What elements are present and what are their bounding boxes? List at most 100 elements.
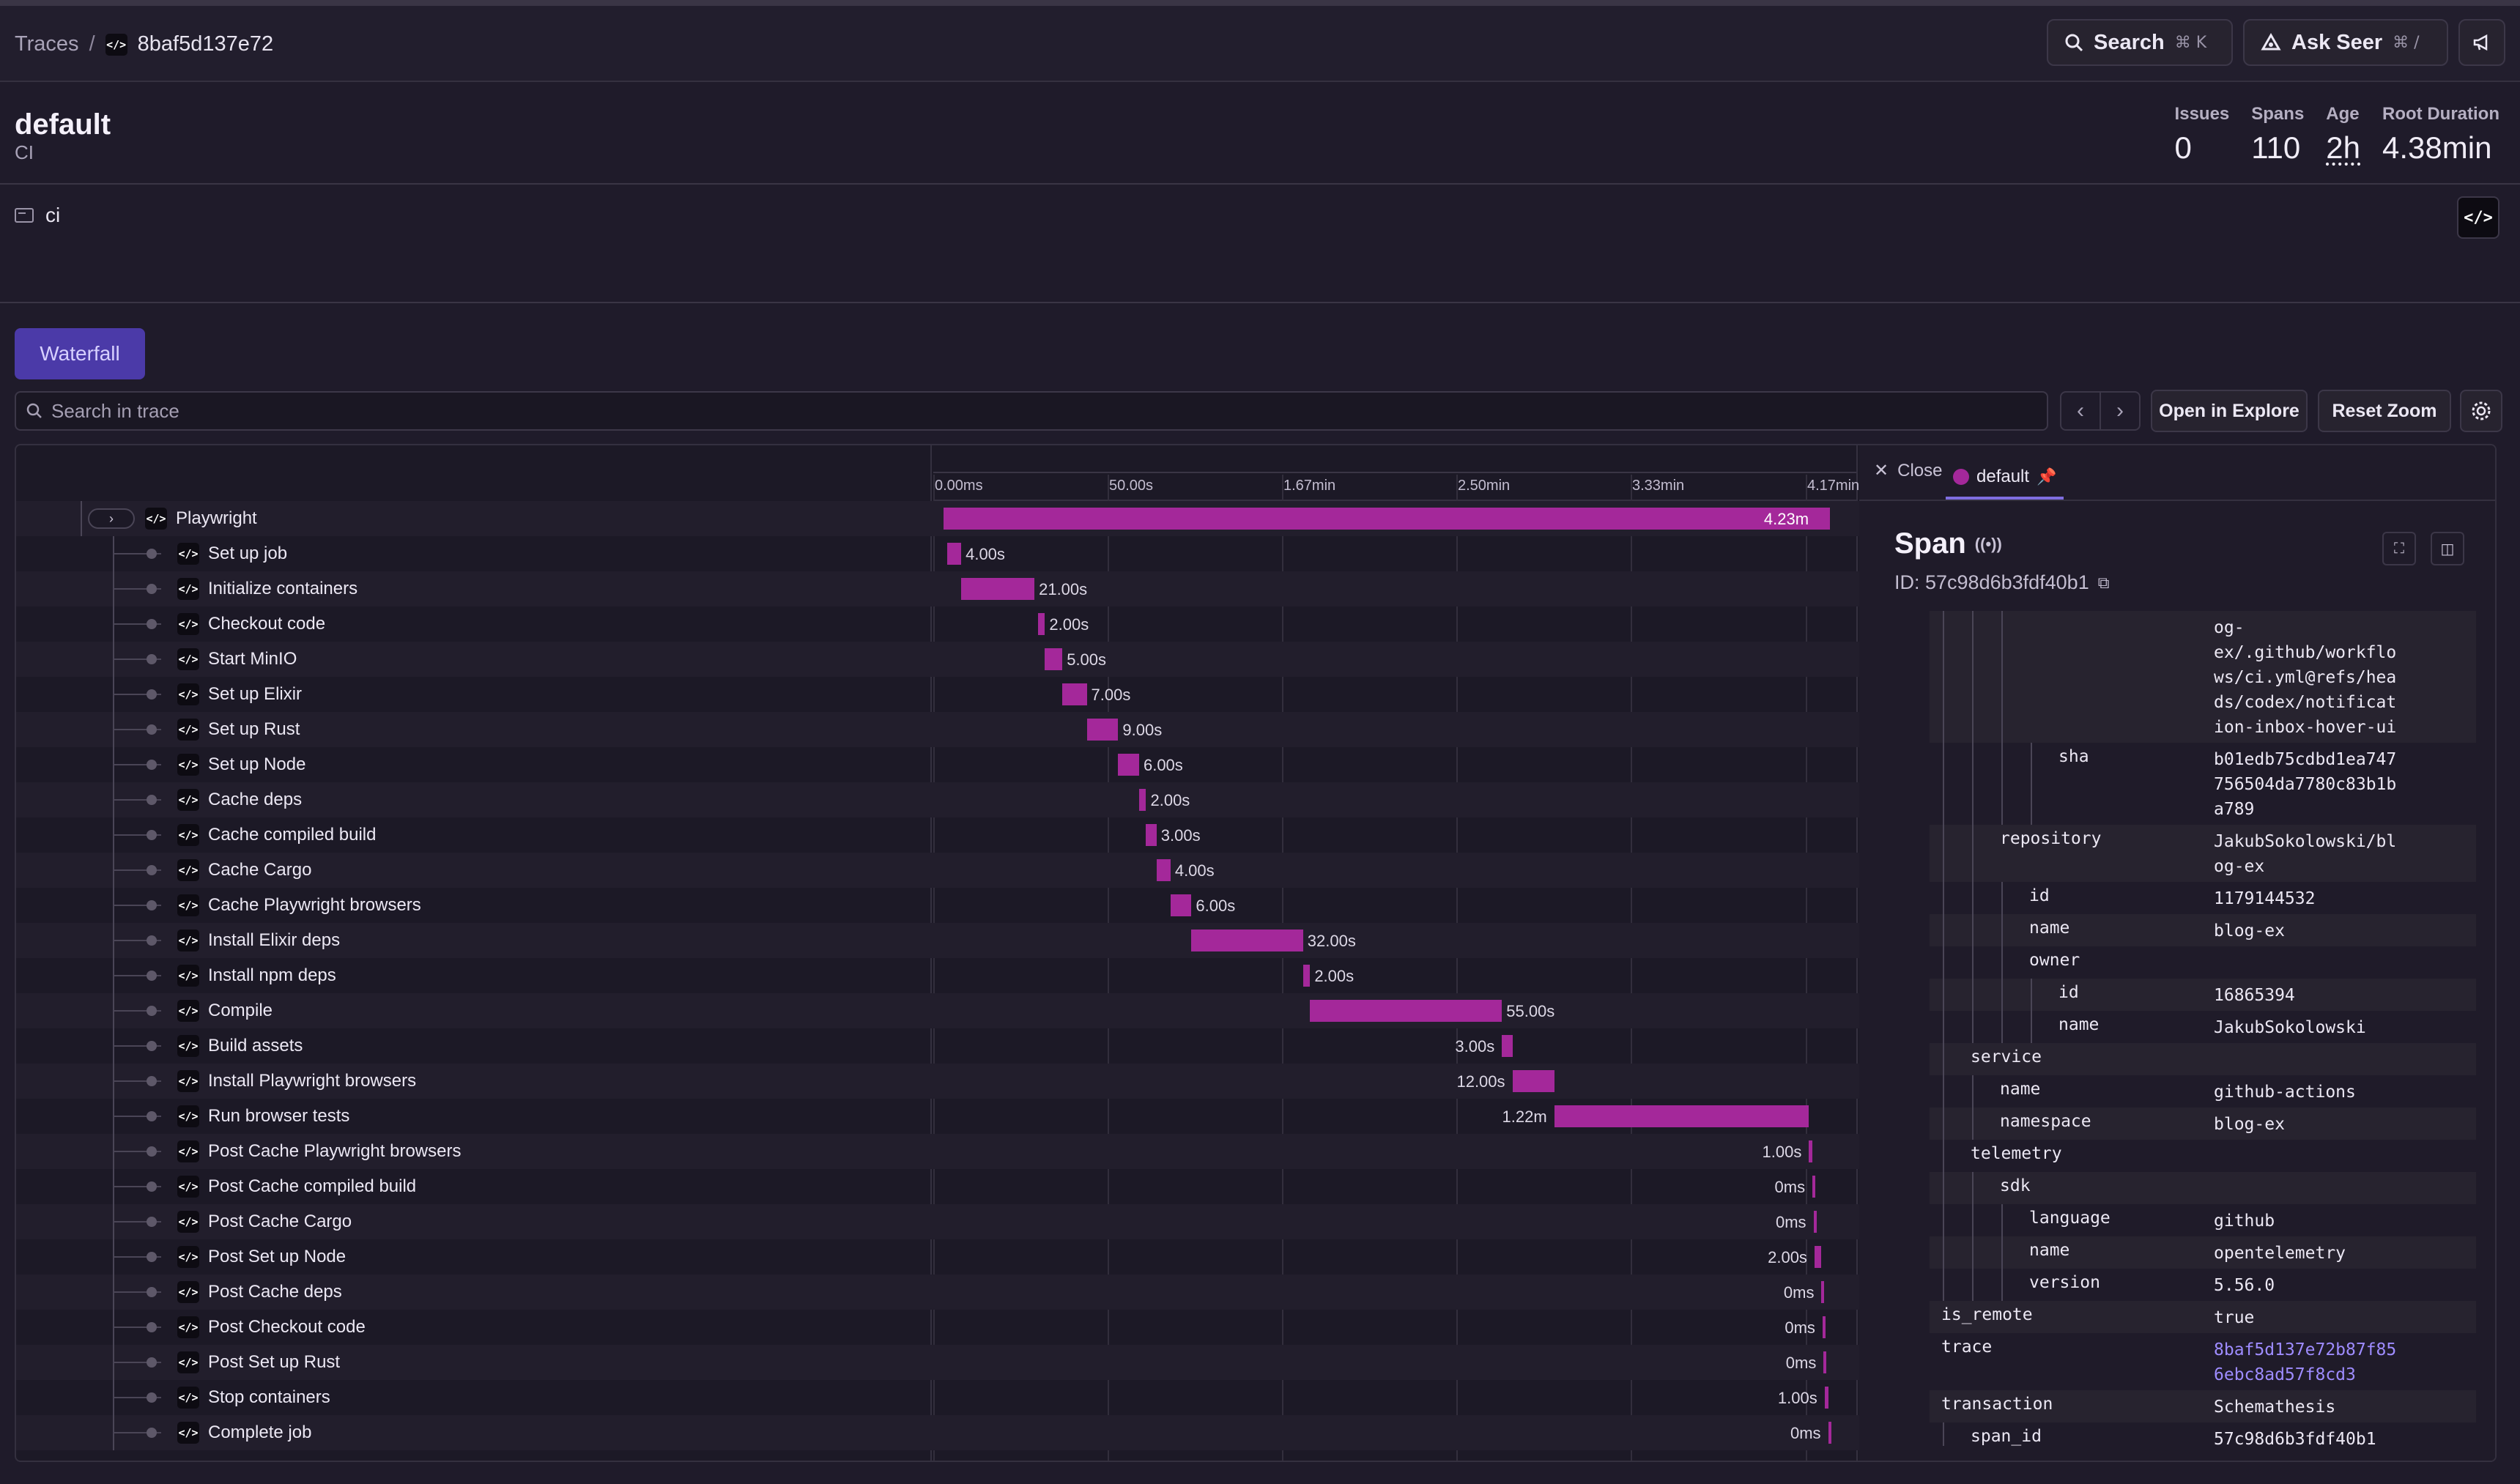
span-row[interactable]: </> Install npm deps 2.00s	[16, 958, 2495, 993]
view-code-button[interactable]: </>	[2457, 196, 2499, 239]
attribute-row: name blog-ex	[1930, 914, 2476, 946]
span-bar[interactable]	[1809, 1140, 1813, 1162]
span-bar[interactable]	[1822, 1316, 1826, 1338]
attribute-row: id 16865394	[1930, 979, 2476, 1011]
span-bar[interactable]	[1037, 613, 1045, 635]
search-in-trace-input[interactable]	[51, 399, 1956, 423]
span-bar[interactable]	[1502, 1035, 1513, 1057]
span-row[interactable]: </> Run browser tests 1.22m	[16, 1099, 2495, 1134]
attribute-tree-line	[1972, 914, 1974, 946]
search-button[interactable]: Search ⌘ K	[2047, 19, 2233, 66]
tick-label: 50.00s	[1109, 478, 1154, 494]
attribute-tree-line	[2031, 1011, 2032, 1043]
span-bar[interactable]	[1118, 754, 1139, 776]
span-bar[interactable]	[1156, 859, 1171, 881]
chevron-left-icon[interactable]: ‹	[2061, 393, 2101, 429]
span-bar[interactable]	[1828, 1422, 1831, 1444]
expand-toggle[interactable]: ›	[88, 508, 135, 529]
search-icon	[26, 403, 42, 418]
span-bar[interactable]	[944, 508, 1830, 530]
span-duration-label: 32.00s	[1307, 932, 1356, 950]
tab-waterfall[interactable]: Waterfall	[15, 328, 145, 379]
attribute-key: owner	[2029, 951, 2080, 970]
span-row[interactable]: </> Cache Playwright browsers 6.00s	[16, 888, 2495, 923]
ask-seer-label: Ask Seer	[2291, 30, 2383, 54]
attribute-tree-line	[2001, 914, 2003, 946]
span-bar[interactable]	[961, 578, 1035, 600]
open-in-explore-button[interactable]: Open in Explore	[2151, 390, 2308, 432]
span-bar[interactable]	[1170, 894, 1192, 916]
tree-node-dot	[147, 1392, 157, 1403]
code-icon: </>	[177, 719, 199, 741]
code-icon: </>	[177, 789, 199, 811]
span-name: </> Post Set up Rust	[177, 1345, 340, 1380]
breadcrumb-traces-link[interactable]: Traces	[15, 32, 79, 56]
span-row[interactable]: </> Post Cache compiled build 0ms	[16, 1169, 2495, 1204]
span-bar[interactable]	[1821, 1281, 1825, 1303]
span-row[interactable]: </> Cache compiled build 3.00s	[16, 817, 2495, 853]
span-duration-label: 2.00s	[1768, 1248, 1807, 1266]
span-bar[interactable]	[1554, 1105, 1809, 1127]
copy-icon[interactable]: ⧉	[2097, 573, 2110, 592]
span-bar[interactable]	[1823, 1351, 1827, 1373]
attribute-row: transaction Schemathesis	[1930, 1390, 2476, 1422]
attribute-value-link[interactable]: 8baf5d137e72b87f85 6ebc8ad57f8cd3	[2214, 1340, 2397, 1384]
trace-stats: Issues 0 Spans 110 Age 2h Root Duration …	[2175, 104, 2499, 166]
span-row[interactable]: </> Set up job 4.00s	[16, 536, 2495, 571]
span-bar[interactable]	[1086, 719, 1119, 741]
focus-icon[interactable]: ⛶	[2382, 532, 2416, 565]
span-name-text: Cache Cargo	[208, 860, 312, 880]
span-row[interactable]: </> Checkout code 2.00s	[16, 606, 2495, 642]
span-row[interactable]: </> Set up Node 6.00s	[16, 747, 2495, 782]
span-bar[interactable]	[1512, 1070, 1554, 1092]
sidebar-toggle-icon[interactable]: ◫	[2431, 532, 2464, 565]
attribute-row: language github	[1930, 1204, 2476, 1236]
feedback-button[interactable]	[2458, 19, 2505, 66]
code-icon: </>	[105, 33, 127, 56]
span-bar[interactable]	[1146, 824, 1157, 846]
span-bar[interactable]	[947, 543, 962, 565]
stat-value[interactable]: 2h	[2326, 130, 2361, 165]
span-bar[interactable]	[1045, 648, 1063, 670]
span-bar[interactable]	[1824, 1387, 1828, 1409]
tree-connector	[113, 588, 161, 590]
attribute-tree-line	[1943, 882, 1944, 914]
span-name: </> Compile	[177, 993, 273, 1028]
span-row[interactable]: </> Build assets 3.00s	[16, 1028, 2495, 1064]
attribute-value: 16865394	[2214, 986, 2295, 1005]
span-bar[interactable]	[1062, 683, 1087, 705]
span-name-text: Post Cache Playwright browsers	[208, 1141, 462, 1161]
settings-button[interactable]	[2460, 390, 2502, 432]
span-bar[interactable]	[1814, 1246, 1822, 1268]
span-row[interactable]: </> Stop containers 1.00s	[16, 1380, 2495, 1415]
span-name: </> Install Playwright browsers	[177, 1064, 416, 1099]
drawer-tab-default[interactable]: default 📌	[1946, 457, 2064, 500]
span-duration-label: 4.23m	[1763, 510, 1809, 528]
attribute-value: Schemathesis	[2214, 1398, 2336, 1417]
search-in-trace[interactable]	[15, 391, 2048, 431]
code-icon: </>	[177, 824, 199, 846]
span-bar[interactable]	[1302, 965, 1311, 987]
span-name: </> Initialize containers	[177, 571, 357, 606]
span-duration-label: 0ms	[1785, 1354, 1817, 1372]
reset-zoom-button[interactable]: Reset Zoom	[2318, 390, 2451, 432]
close-drawer-button[interactable]: ✕ Close	[1874, 460, 1942, 481]
span-row[interactable]: </> Post Set up Node 2.00s	[16, 1239, 2495, 1275]
span-row[interactable]: </> Set up Elixir 7.00s	[16, 677, 2495, 712]
pin-icon[interactable]: 📌	[2037, 467, 2057, 486]
attribute-row: service	[1930, 1043, 2476, 1075]
span-bar[interactable]	[1813, 1211, 1817, 1233]
span-bar[interactable]	[1310, 1000, 1502, 1022]
attribute-tree-line	[1972, 882, 1974, 914]
code-icon: </>	[177, 543, 199, 565]
span-name: </> Playwright	[145, 501, 257, 536]
chevron-right-icon[interactable]: ›	[2116, 398, 2124, 423]
span-bar[interactable]	[1191, 930, 1303, 951]
span-name: </> Build assets	[177, 1028, 303, 1064]
span-bar[interactable]	[1138, 789, 1146, 811]
span-bar[interactable]	[1812, 1176, 1816, 1198]
span-row[interactable]: </> Post Checkout code 0ms	[16, 1310, 2495, 1345]
ask-seer-button[interactable]: Ask Seer ⌘ /	[2243, 19, 2448, 66]
code-icon: </>	[177, 578, 199, 600]
attribute-value: 5.56.0	[2214, 1276, 2275, 1295]
